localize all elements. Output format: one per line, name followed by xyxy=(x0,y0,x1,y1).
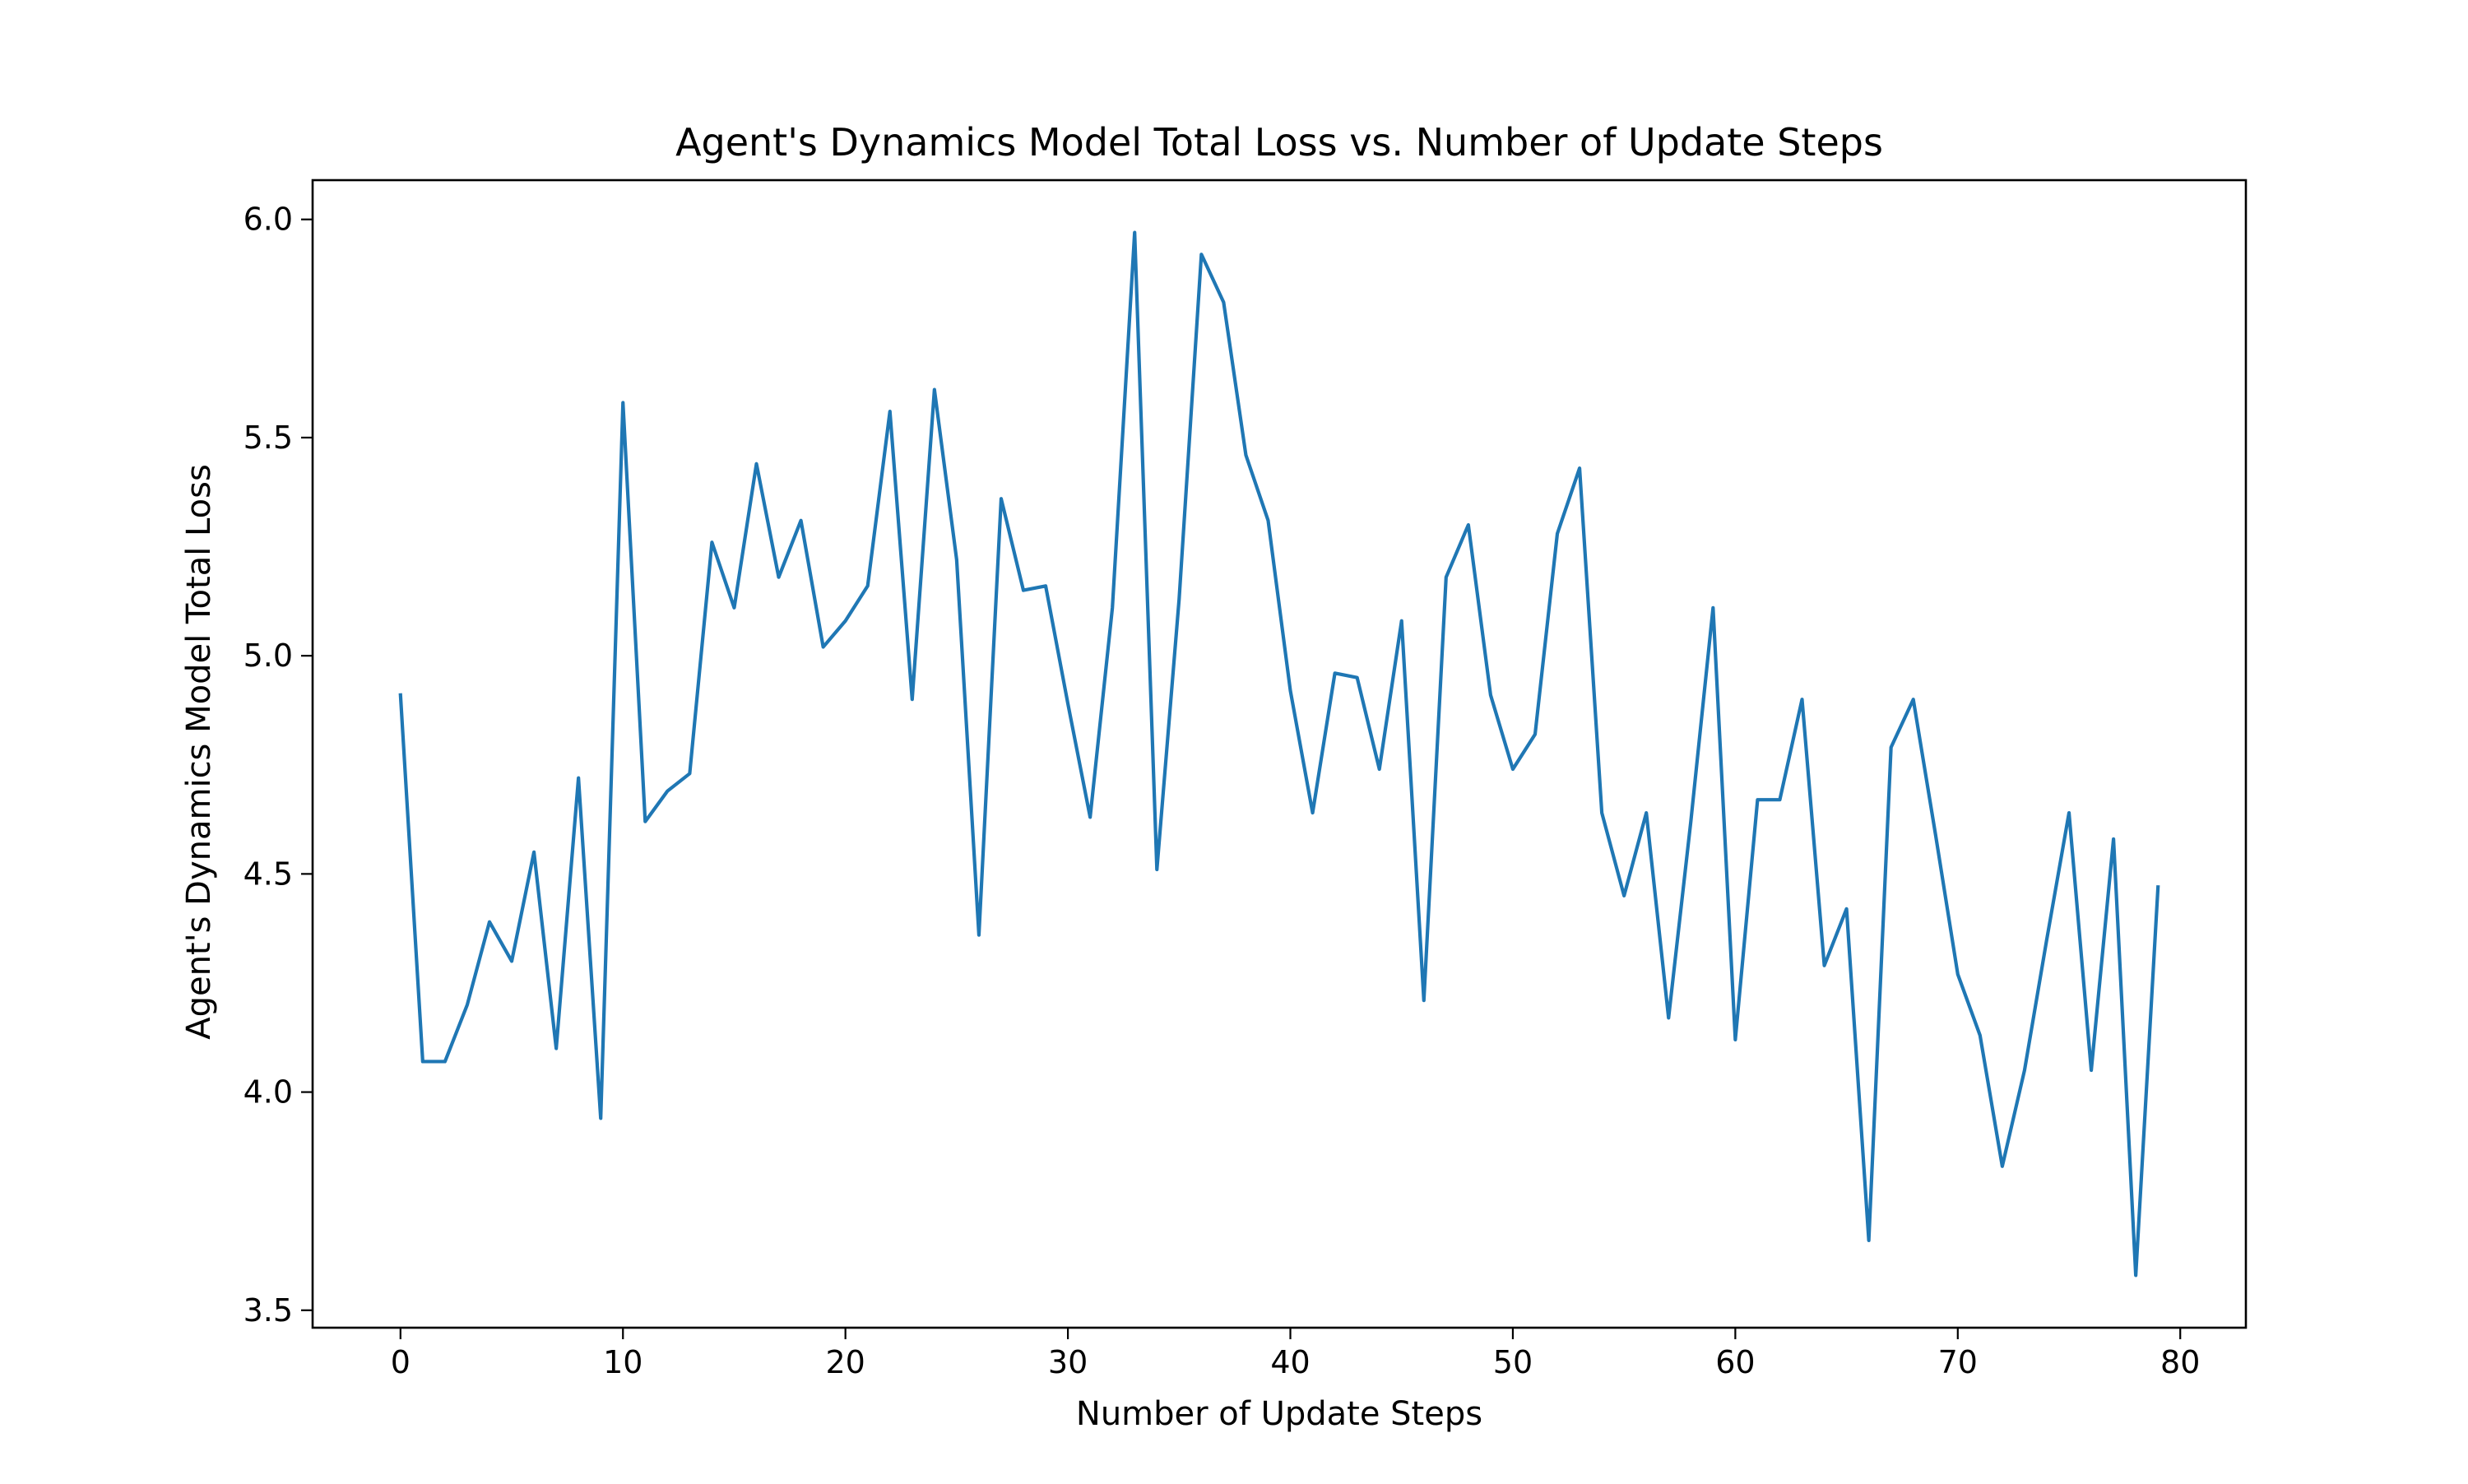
x-tick-label: 0 xyxy=(391,1344,411,1380)
x-tick-label: 60 xyxy=(1715,1344,1755,1380)
y-tick-label: 5.5 xyxy=(244,420,293,456)
x-tick-label: 80 xyxy=(2160,1344,2200,1380)
x-tick-label: 50 xyxy=(1493,1344,1533,1380)
axes: 0 10 20 30 40 50 60 70 80 3.5 4.0 4.5 5.0 5.5 6.0 xyxy=(244,179,2248,1380)
x-tick-label: 40 xyxy=(1270,1344,1310,1380)
x-axis-label: Number of Update Steps xyxy=(1076,1395,1482,1433)
y-tick-label: 4.5 xyxy=(244,856,293,892)
y-tick-label: 3.5 xyxy=(244,1292,293,1329)
plot-frame xyxy=(311,179,2248,1329)
x-tick-label: 70 xyxy=(1938,1344,1978,1380)
x-tick-label: 30 xyxy=(1048,1344,1088,1380)
chart-title: Agent's Dynamics Model Total Loss vs. Nu… xyxy=(675,120,1883,165)
y-tick-label: 4.0 xyxy=(244,1074,293,1111)
y-tick-label: 6.0 xyxy=(244,202,293,238)
y-tick-label: 5.0 xyxy=(244,638,293,674)
x-tick-label: 20 xyxy=(825,1344,865,1380)
y-axis-label: Agent's Dynamics Model Total Loss xyxy=(180,464,218,1040)
series-line-0 xyxy=(398,230,2160,1278)
x-tick-label: 10 xyxy=(603,1344,643,1380)
plot-area xyxy=(398,230,2160,1278)
